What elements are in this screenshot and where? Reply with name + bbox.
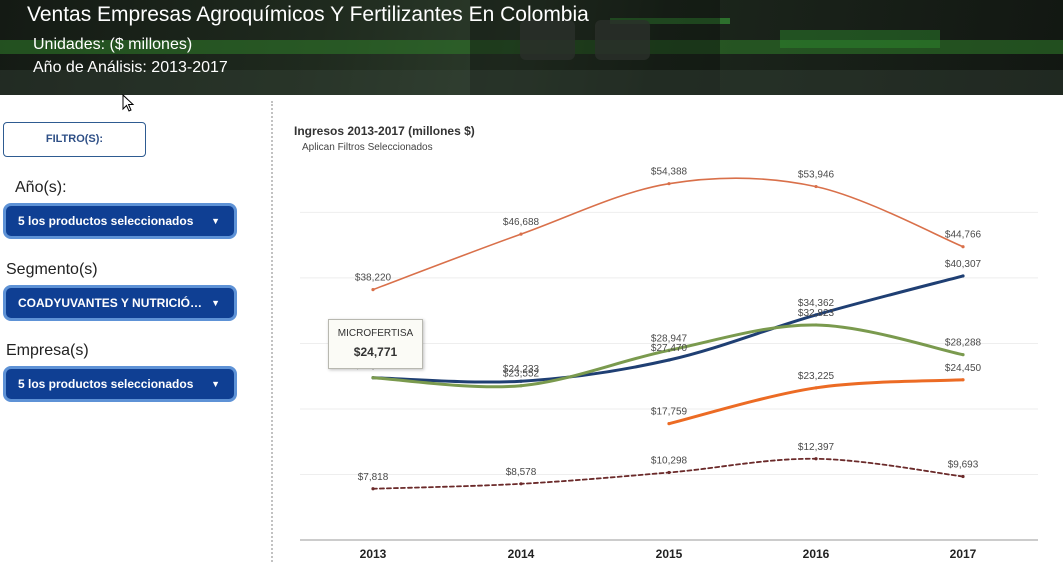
chevron-down-icon: ▼ [211, 298, 220, 308]
data-label: $27,470 [651, 343, 688, 354]
data-point[interactable] [814, 457, 818, 461]
data-point[interactable] [814, 386, 818, 390]
year-filter-label: Año(s): [15, 179, 67, 196]
data-point[interactable] [961, 378, 965, 382]
x-tick-label: 2016 [803, 547, 830, 561]
series-line-1[interactable] [372, 177, 964, 291]
data-point[interactable] [814, 184, 818, 189]
data-point[interactable] [961, 274, 965, 278]
data-point[interactable] [814, 323, 818, 327]
data-point[interactable] [667, 348, 671, 352]
company-filter-label: Empresa(s) [6, 342, 89, 359]
x-tick-label: 2015 [656, 547, 683, 561]
data-label: $38,220 [355, 273, 392, 284]
data-label: $7,818 [358, 472, 389, 483]
data-point[interactable] [371, 376, 375, 380]
data-label: $53,946 [798, 170, 835, 181]
data-point[interactable] [667, 470, 671, 475]
data-point[interactable] [519, 379, 523, 383]
x-tick-label: 2017 [950, 547, 977, 561]
data-tooltip: MICROFERTISA $24,771 [328, 319, 423, 369]
analysis-years-label: Año de Análisis: 2013-2017 [33, 59, 228, 76]
tooltip-value: $24,771 [353, 345, 398, 359]
x-tick-label: 2014 [508, 547, 535, 561]
data-label: $12,397 [798, 442, 835, 453]
data-point[interactable] [667, 358, 671, 362]
data-label: $40,307 [945, 259, 982, 270]
segment-dropdown[interactable]: COADYUVANTES Y NUTRICIÓN ... ▼ [3, 285, 237, 321]
data-point[interactable] [814, 313, 818, 317]
year-dropdown[interactable]: 5 los productos seleccionados ▼ [3, 203, 237, 239]
data-point[interactable] [961, 353, 965, 357]
panel-divider [271, 101, 273, 562]
series-line-2[interactable] [371, 274, 965, 384]
data-label: $24,233 [503, 364, 540, 375]
tractor-background-image [0, 0, 1063, 95]
data-point[interactable] [667, 422, 671, 426]
data-point[interactable] [961, 245, 965, 249]
units-label: Unidades: ($ millones) [33, 36, 193, 53]
tooltip-series-name: MICROFERTISA [337, 328, 414, 339]
chevron-down-icon: ▼ [211, 379, 220, 389]
data-label: $8,578 [506, 467, 537, 478]
data-point[interactable] [667, 182, 671, 186]
data-point[interactable] [371, 487, 375, 491]
data-label: $24,450 [945, 363, 982, 374]
data-label: $46,688 [503, 217, 540, 228]
data-point[interactable] [519, 232, 523, 236]
data-label: $17,759 [651, 407, 688, 418]
data-point[interactable] [961, 474, 965, 479]
data-label: $32,823 [798, 308, 835, 319]
filter-sidebar: FILTRO(S): Año(s): 5 los productos selec… [0, 95, 250, 562]
data-label: $34,362 [798, 298, 835, 309]
chart-subtitle: Aplican Filtros Seleccionados [302, 142, 433, 153]
mouse-cursor-icon [122, 94, 135, 112]
data-label: $23,552 [503, 369, 540, 380]
data-point[interactable] [519, 384, 523, 388]
chart-title: Ingresos 2013-2017 (millones $) [294, 124, 475, 138]
company-dropdown[interactable]: 5 los productos seleccionados ▼ [3, 366, 237, 402]
chevron-down-icon: ▼ [211, 216, 220, 226]
page-title: Ventas Empresas Agroquímicos Y Fertiliza… [27, 3, 589, 26]
data-label: $28,947 [651, 333, 688, 344]
data-point[interactable] [519, 482, 523, 486]
data-label: $44,766 [945, 230, 982, 241]
filters-button[interactable]: FILTRO(S): [3, 122, 146, 157]
x-tick-label: 2013 [360, 547, 387, 561]
data-label: $54,388 [651, 167, 688, 178]
header-banner: Ventas Empresas Agroquímicos Y Fertiliza… [0, 0, 1063, 95]
data-point[interactable] [371, 287, 375, 292]
data-label: $23,225 [798, 371, 835, 382]
data-label: $9,693 [948, 459, 979, 470]
data-label: $28,288 [945, 338, 982, 349]
segment-filter-label: Segmento(s) [6, 261, 98, 278]
data-label: $10,298 [651, 456, 688, 467]
